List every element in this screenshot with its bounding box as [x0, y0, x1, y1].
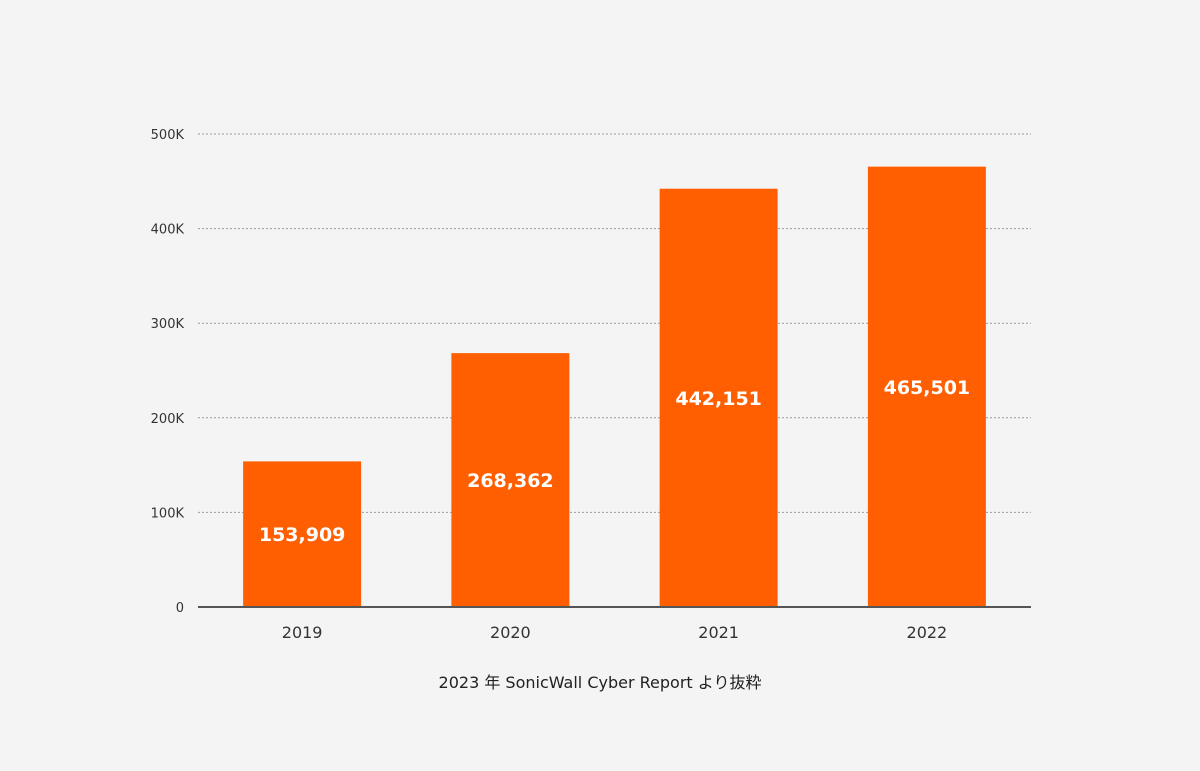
- bar: [451, 353, 570, 607]
- y-tick-label: 0: [176, 601, 184, 616]
- x-tick-label: 2019: [282, 623, 323, 642]
- bar-value-label: 268,362: [467, 470, 554, 492]
- bar-value-label: 465,501: [884, 377, 971, 399]
- gridlines: [198, 133, 1031, 513]
- source-note: 2023 年 SonicWall Cyber Report より抜粋: [439, 673, 762, 692]
- x-tick-label: 2020: [490, 623, 531, 642]
- bar-value-label: 442,151: [675, 388, 762, 410]
- y-tick-label: 300K: [151, 317, 185, 332]
- y-axis: 0 100K 200K 300K 400K 500K: [151, 128, 185, 616]
- x-axis: 2019 2020 2021 2022: [198, 606, 1031, 642]
- bar: [243, 461, 362, 607]
- y-tick-label: 500K: [151, 128, 185, 143]
- y-tick-label: 400K: [151, 223, 185, 238]
- x-tick-label: 2021: [698, 623, 739, 642]
- bars: [243, 166, 986, 607]
- y-tick-label: 100K: [151, 506, 185, 521]
- bar: [659, 188, 778, 607]
- bar-value-label: 153,909: [259, 524, 346, 546]
- y-tick-label: 200K: [151, 412, 185, 427]
- bar: [867, 166, 986, 607]
- data-labels: 153,909 268,362 442,151 465,501: [259, 377, 970, 546]
- x-tick-label: 2022: [907, 623, 948, 642]
